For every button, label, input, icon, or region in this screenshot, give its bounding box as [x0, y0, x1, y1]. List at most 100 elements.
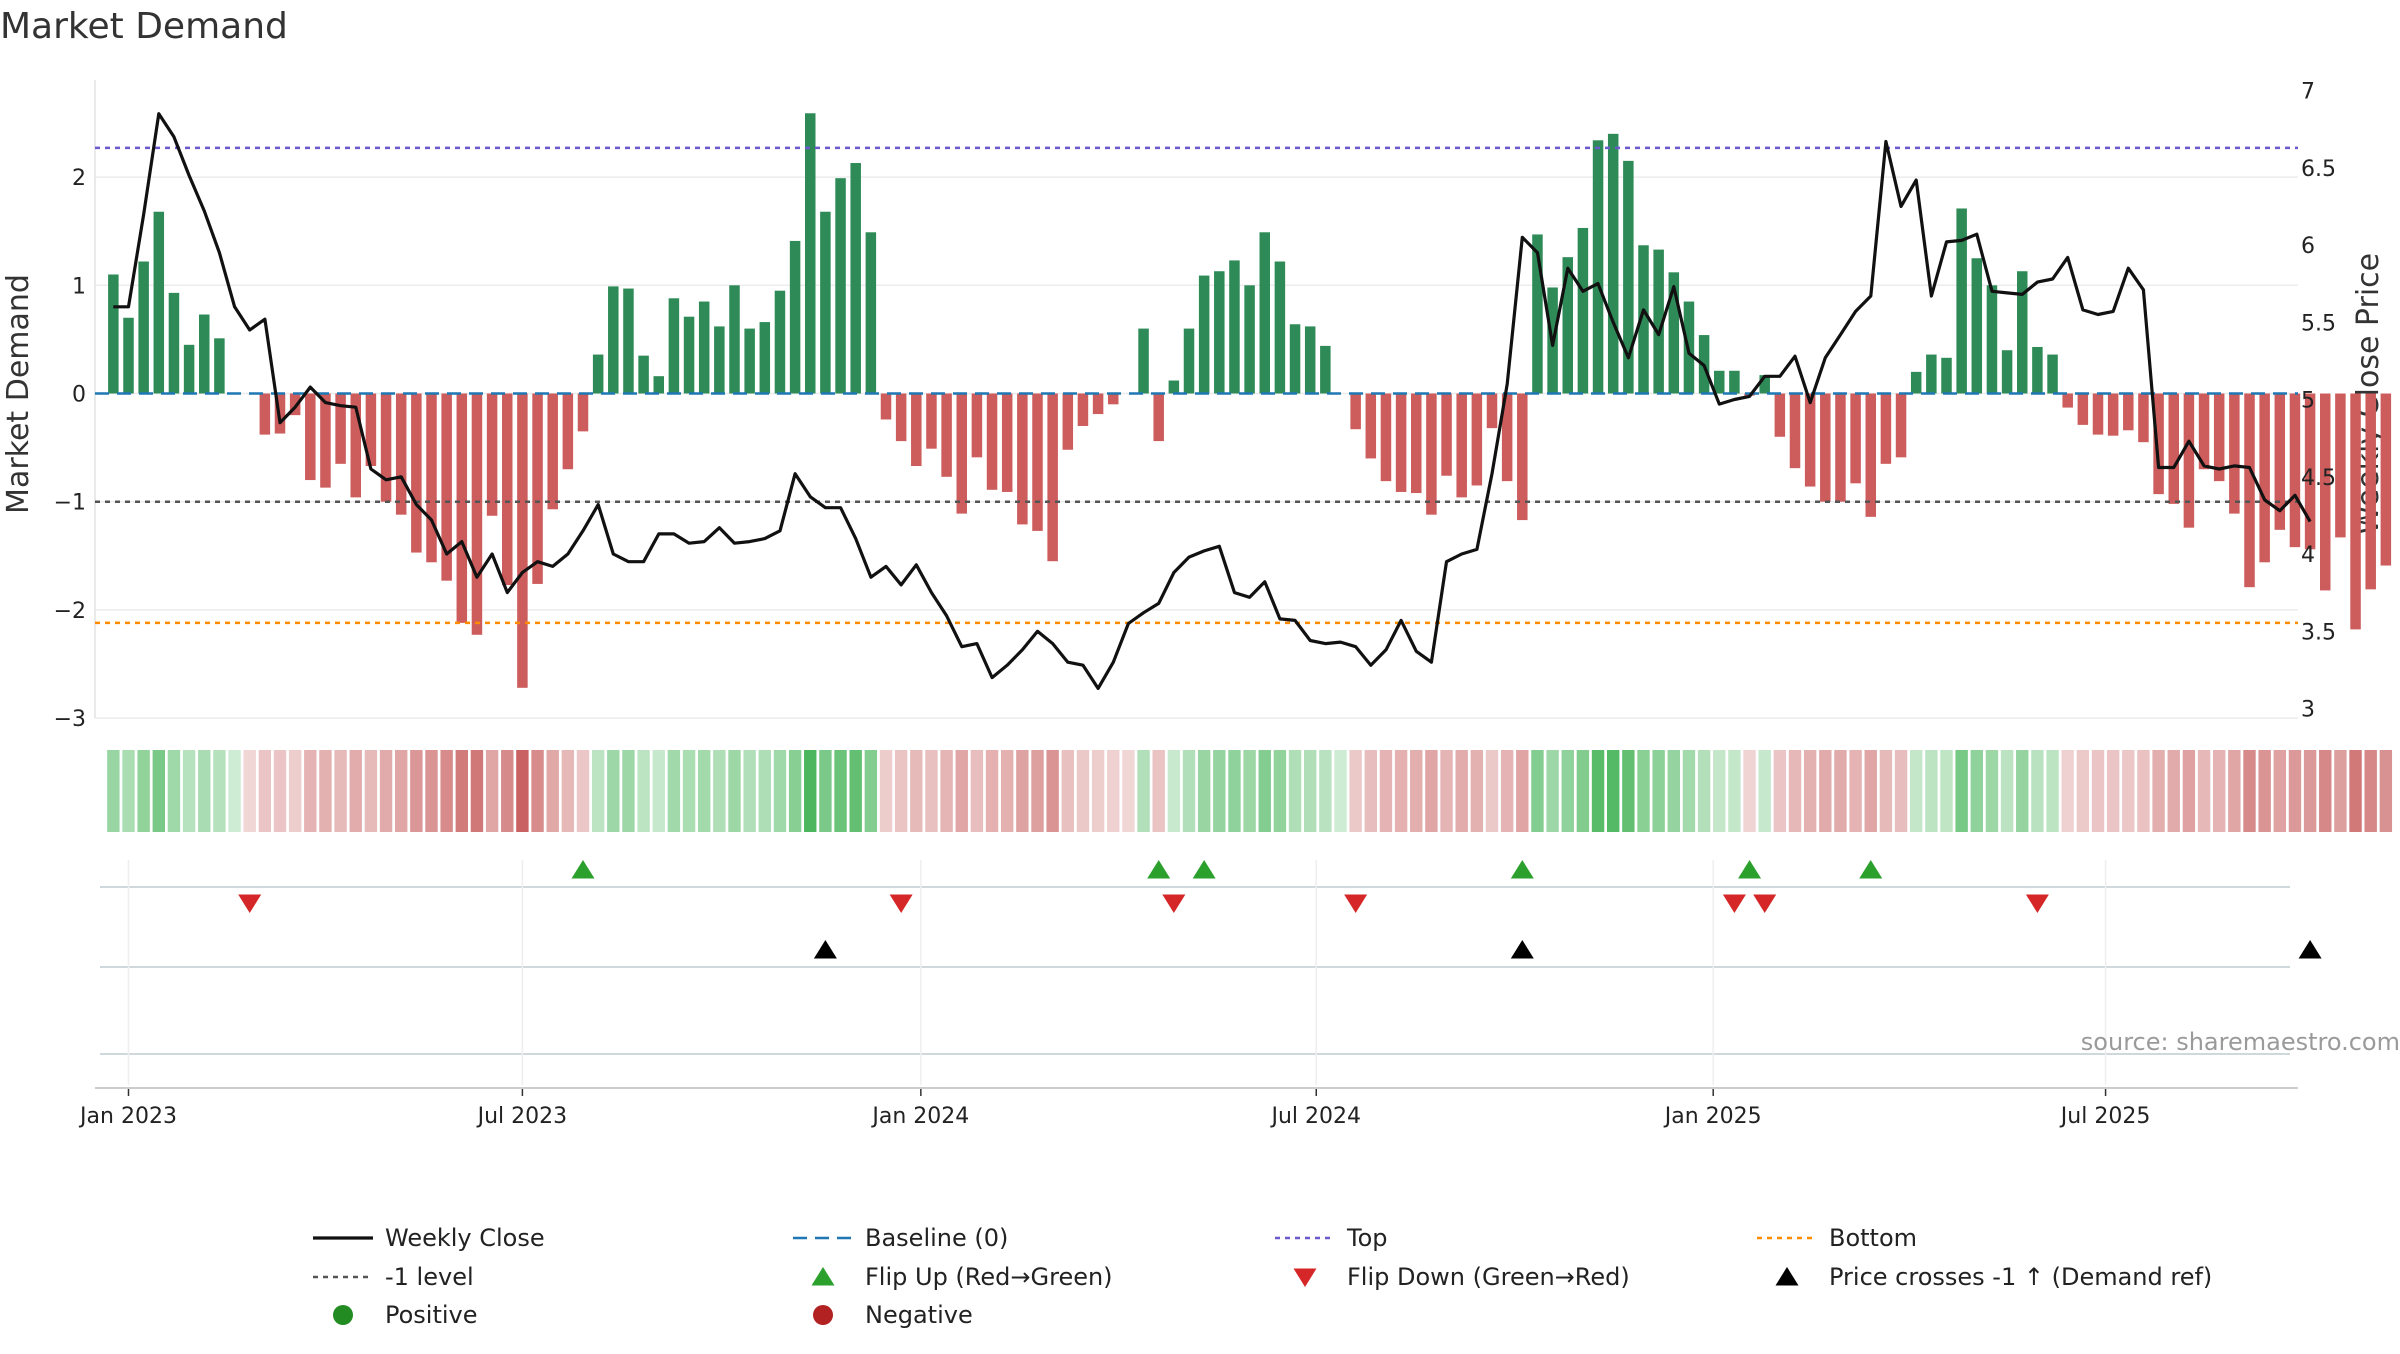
legend-label: Positive [385, 1301, 478, 1329]
heat-cell [2122, 750, 2135, 832]
demand-bar-positive [1926, 354, 1937, 394]
demand-bar-negative [2077, 393, 2089, 425]
demand-bar-negative [1441, 393, 1452, 476]
heat-cell [637, 750, 650, 832]
legend-swatch [333, 1305, 353, 1325]
heat-cell [1834, 750, 1847, 832]
legend-label: Negative [865, 1301, 973, 1329]
demand-bar-negative [1047, 393, 1058, 562]
demand-bar-positive [1274, 261, 1286, 394]
heat-cell [182, 750, 196, 832]
heat-cell [788, 750, 802, 832]
heat-cell [1955, 750, 1968, 832]
heat-cell [728, 750, 741, 832]
heat-cell [1607, 750, 1620, 832]
heat-cell [819, 750, 832, 832]
demand-bar-positive [1623, 160, 1634, 394]
legend-swatch [811, 1267, 835, 1286]
heat-cell [364, 750, 378, 832]
heat-cell [1349, 750, 1362, 832]
demand-bar-negative [562, 393, 574, 470]
demand-bar-positive [744, 328, 755, 394]
heat-cell [455, 750, 468, 832]
demand-bar-negative [411, 393, 422, 553]
legend-label: Flip Up (Red→Green) [865, 1263, 1113, 1291]
demand-bar-positive [1198, 275, 1210, 394]
heat-cell [1773, 750, 1787, 832]
demand-bar-positive [1304, 326, 1316, 394]
demand-bar-positive [1183, 328, 1195, 394]
legend-item-positive: Positive [333, 1301, 478, 1329]
heat-cell [1970, 750, 1983, 832]
weekly-close-line [113, 112, 2312, 691]
demand-bar-negative [2335, 393, 2346, 538]
demand-bar-positive [668, 298, 680, 394]
heat-cell [1516, 750, 1529, 832]
legend-swatch [1293, 1268, 1317, 1287]
demand-bar-positive [759, 322, 771, 394]
demand-bar-negative [1077, 393, 1089, 426]
y-right-tick-label: 7 [2301, 80, 2315, 105]
heat-cell [1091, 750, 1105, 832]
flip-down-marker [238, 894, 262, 913]
legend-label: Top [1346, 1224, 1388, 1252]
heat-cell [1258, 750, 1271, 832]
demand-bar-positive [1214, 271, 1225, 394]
y-right-tick-label: 5 [2301, 389, 2315, 414]
x-tick-label: Jan 2025 [1663, 1104, 1762, 1129]
heat-cell [2061, 750, 2074, 832]
demand-bar-positive [1577, 227, 1589, 394]
demand-bar-negative [305, 393, 316, 481]
heat-cell [2288, 750, 2302, 832]
heat-cell [1182, 750, 1196, 832]
y-axis-left: 2 1 0 −1 −2 −3 [54, 166, 86, 732]
y-left-tick-label: −3 [54, 707, 86, 732]
demand-bar-negative [289, 393, 301, 416]
heat-cell [576, 750, 590, 832]
legend-label: -1 level [385, 1263, 474, 1291]
heat-cell [1485, 750, 1499, 832]
heat-cell [804, 750, 817, 832]
demand-bar-negative [426, 393, 437, 563]
demand-bar-positive [608, 286, 619, 394]
demand-bar-positive [2032, 346, 2043, 394]
demand-bar-negative [1835, 393, 1846, 502]
heat-cell [698, 750, 711, 832]
demand-bar-negative [1895, 393, 1907, 458]
demand-bar-negative [1456, 393, 1467, 498]
demand-bar-negative [320, 393, 331, 488]
demand-bar-positive [1941, 357, 1952, 394]
demand-bar-negative [2198, 393, 2210, 470]
demand-bar-positive [108, 274, 119, 394]
heat-cell [1819, 750, 1832, 832]
demand-bar-negative [1017, 393, 1028, 525]
demand-heat-strip [107, 750, 2393, 832]
y-left-tick-label: 2 [72, 166, 86, 191]
demand-bar-negative [895, 393, 907, 442]
demand-bar-negative [547, 393, 558, 510]
demand-bar-positive [1971, 258, 1983, 394]
demand-bar-positive [820, 211, 831, 394]
demand-bar-positive [714, 326, 725, 394]
flip-up-marker [1192, 860, 1216, 879]
demand-bar-positive [638, 355, 649, 394]
heat-cell [1637, 750, 1650, 832]
heat-cell [1304, 750, 1317, 832]
demand-bar-negative [926, 393, 937, 449]
heat-cell [1803, 750, 1817, 832]
demand-bar-negative [1153, 393, 1164, 442]
heat-cell [243, 750, 256, 832]
flip-up-marker [1738, 860, 1762, 879]
heat-cell [1273, 750, 1287, 832]
demand-bar-negative [1001, 393, 1013, 492]
demand-bar-negative [1395, 393, 1407, 492]
legend-label: Bottom [1829, 1224, 1917, 1252]
demand-bar-negative [1880, 393, 1892, 464]
demand-bar-negative [911, 393, 922, 466]
heat-cell [122, 750, 135, 832]
demand-bar-negative [986, 393, 998, 490]
demand-bar-negative [1032, 393, 1043, 531]
demand-bar-negative [1774, 393, 1786, 437]
legend-label: Weekly Close [385, 1224, 545, 1252]
heat-cell [1652, 750, 1665, 832]
